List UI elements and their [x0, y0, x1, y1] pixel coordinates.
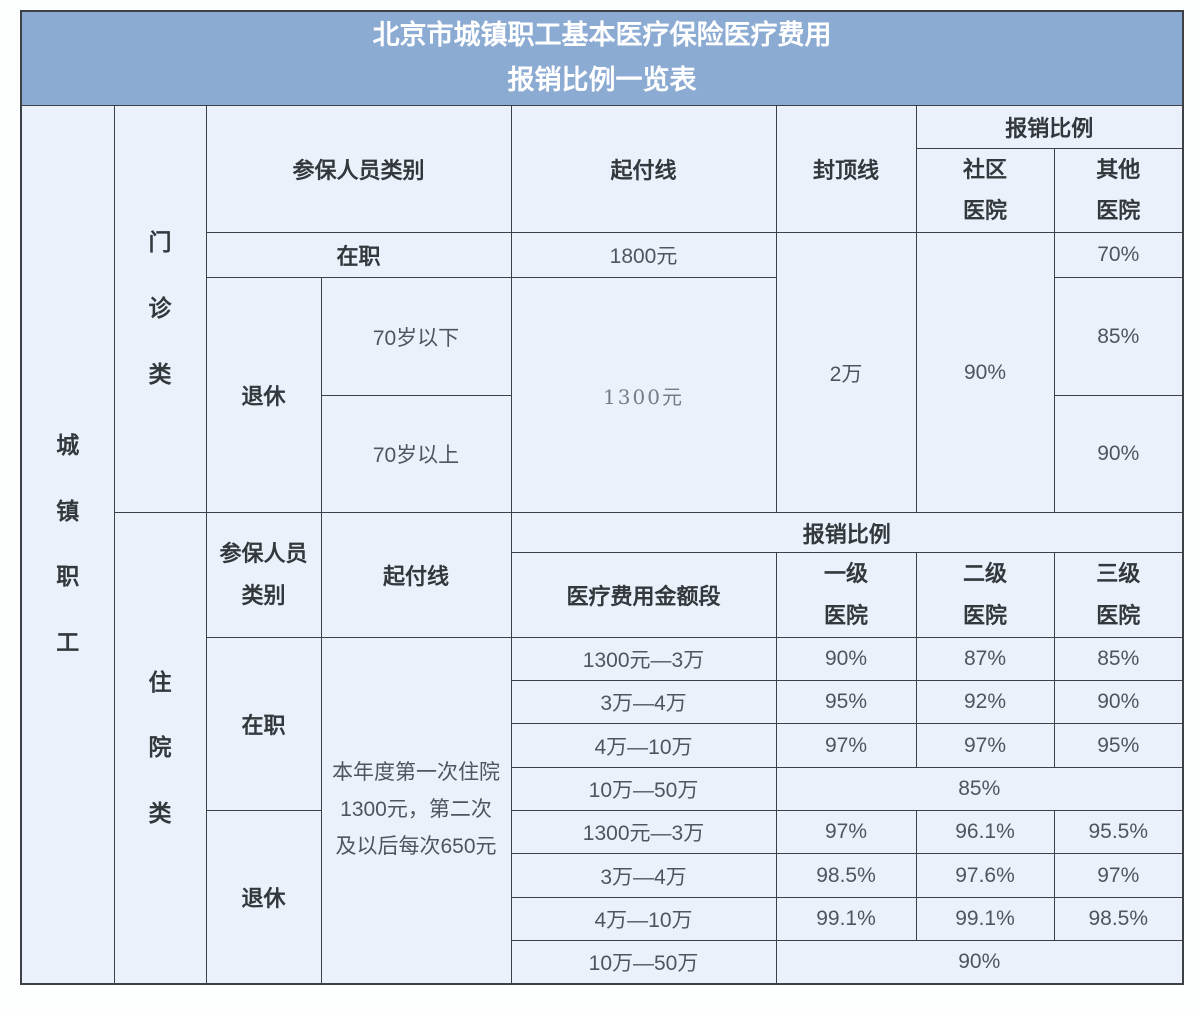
table-cell-rate: 97.6% — [915, 853, 1055, 899]
inpatient-header-deductible: 起付线 — [320, 512, 512, 639]
table-cell-band: 10万—50万 — [510, 940, 777, 985]
table-cell-rate: 95% — [775, 680, 917, 725]
outpatient-retired-deductible: 1300元 — [510, 277, 777, 514]
outpatient-community-rate: 90% — [915, 232, 1055, 514]
table-cell-rate: 92% — [915, 680, 1055, 725]
medical-insurance-table-wrapper: 北京市城镇职工基本医疗保险医疗费用 报销比例一览表 城镇职工 门诊类 参保人员类… — [20, 10, 1184, 985]
table-cell-rate: 97% — [915, 723, 1055, 769]
table-cell-rate: 96.1% — [915, 810, 1055, 855]
table-cell-band: 3万—4万 — [510, 853, 777, 899]
inpatient-header-ratio-group: 报销比例 — [510, 512, 1184, 554]
title-line-1: 北京市城镇职工基本医疗保险医疗费用 — [372, 20, 832, 51]
table-cell-rate: 98.5% — [1053, 897, 1184, 942]
outpatient-header-deductible: 起付线 — [510, 104, 777, 234]
outpatient-section-cell: 门诊类 — [113, 104, 207, 514]
inpatient-retired-label: 退休 — [205, 810, 322, 985]
inpatient-retired-merged-rate: 90% — [775, 940, 1184, 985]
table-cell-band: 3万—4万 — [510, 680, 777, 725]
table-cell-rate: 97% — [775, 810, 917, 855]
table-cell-rate: 90% — [775, 637, 917, 682]
table-cell-rate: 85% — [1053, 637, 1184, 682]
inpatient-employed-label: 在职 — [205, 637, 322, 812]
inpatient-header-tier3-hospital: 三级 医院 — [1053, 552, 1184, 639]
outpatient-retired-under70-other-rate: 85% — [1053, 277, 1184, 397]
outpatient-retired-over70: 70岁以上 — [320, 395, 512, 514]
inpatient-employed-merged-rate: 85% — [775, 767, 1184, 812]
inpatient-header-category: 参保人员 类别 — [205, 512, 322, 639]
outpatient-header-community-hospital: 社区 医院 — [915, 147, 1055, 234]
outpatient-cap-value: 2万 — [775, 232, 917, 514]
table-cell-rate: 99.1% — [915, 897, 1055, 942]
table-cell-band: 1300元—3万 — [510, 637, 777, 682]
medical-insurance-ratio-table: 北京市城镇职工基本医疗保险医疗费用 报销比例一览表 城镇职工 门诊类 参保人员类… — [20, 10, 1184, 985]
inpatient-section-cell: 住院类 — [113, 512, 207, 985]
table-cell-band: 1300元—3万 — [510, 810, 777, 855]
table-cell-rate: 97% — [1053, 853, 1184, 899]
outpatient-header-category: 参保人员类别 — [205, 104, 512, 234]
table-cell-rate: 98.5% — [775, 853, 917, 899]
outpatient-employed-label: 在职 — [205, 232, 512, 279]
inpatient-deductible-note: 本年度第一次住院1300元，第二次及以后每次650元 — [320, 637, 512, 985]
outpatient-employed-deductible: 1800元 — [510, 232, 777, 279]
table-cell-band: 4万—10万 — [510, 723, 777, 769]
group-label: 城镇职工 — [56, 431, 80, 655]
inpatient-header-tier2-hospital: 二级 医院 — [915, 552, 1055, 639]
outpatient-employed-other-rate: 70% — [1053, 232, 1184, 279]
outpatient-retired-label: 退休 — [205, 277, 322, 514]
inpatient-section-label: 住院类 — [148, 668, 172, 826]
table-cell-rate: 90% — [1053, 680, 1184, 725]
inpatient-header-tier1-hospital: 一级 医院 — [775, 552, 917, 639]
table-title: 北京市城镇职工基本医疗保险医疗费用 报销比例一览表 — [20, 10, 1184, 106]
outpatient-section-label: 门诊类 — [148, 229, 172, 387]
group-cell-urban-employees: 城镇职工 — [20, 104, 115, 985]
table-cell-band: 4万—10万 — [510, 897, 777, 942]
table-cell-rate: 97% — [775, 723, 917, 769]
table-cell-rate: 95.5% — [1053, 810, 1184, 855]
table-cell-band: 10万—50万 — [510, 767, 777, 812]
outpatient-header-ratio-group: 报销比例 — [915, 104, 1184, 149]
table-cell-rate: 99.1% — [775, 897, 917, 942]
outpatient-header-cap: 封顶线 — [775, 104, 917, 234]
outpatient-header-other-hospital: 其他 医院 — [1053, 147, 1184, 234]
table-cell-rate: 87% — [915, 637, 1055, 682]
title-line-2: 报销比例一览表 — [507, 65, 697, 96]
outpatient-retired-over70-other-rate: 90% — [1053, 395, 1184, 514]
inpatient-header-fee-band: 医疗费用金额段 — [510, 552, 777, 639]
table-cell-rate: 95% — [1053, 723, 1184, 769]
outpatient-retired-under70: 70岁以下 — [320, 277, 512, 397]
